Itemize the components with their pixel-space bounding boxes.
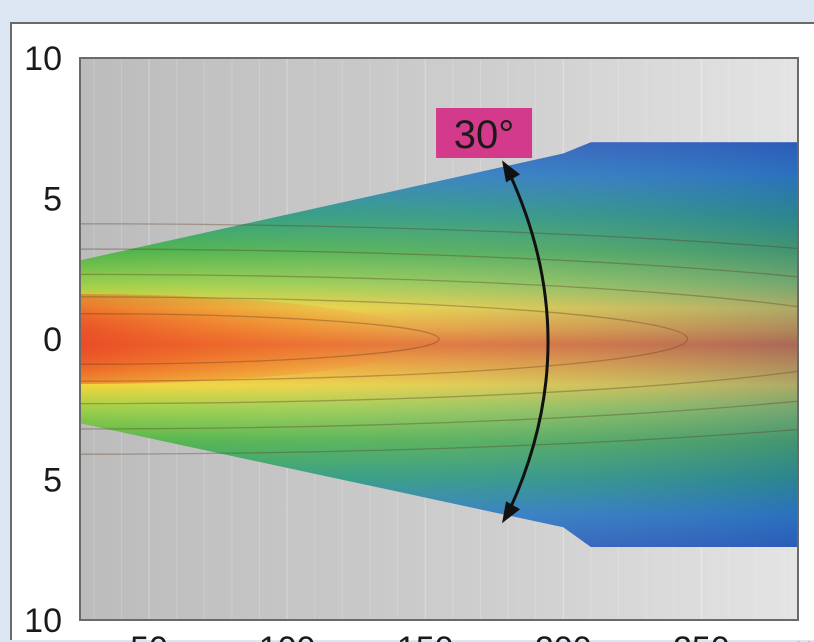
x-axis-ticks: 50 100 150 200 250 xyxy=(130,630,730,642)
x-tick-label: 250 xyxy=(673,630,730,642)
x-tick-label: 50 xyxy=(130,630,168,642)
angle-arc xyxy=(506,169,550,514)
plot-border xyxy=(79,57,799,621)
y-tick-label: 0 xyxy=(43,321,62,359)
y-tick-label: 5 xyxy=(43,462,62,500)
contour-line xyxy=(80,313,440,365)
arc-arrowhead-bottom xyxy=(502,501,521,524)
angle-badge xyxy=(436,108,533,158)
beam-far-field-fade xyxy=(80,142,798,547)
y-tick-label: 10 xyxy=(24,602,62,640)
x-tick-label: 150 xyxy=(397,630,454,642)
y-tick-label: 10 xyxy=(24,40,62,78)
y-tick-label: 5 xyxy=(43,181,62,219)
arc-arrowhead-top xyxy=(502,160,521,183)
contour-lines xyxy=(80,223,798,455)
contour-line xyxy=(80,296,689,382)
angle-label: 30° xyxy=(454,113,515,157)
x-axis-unit-label: m xyxy=(788,630,814,642)
x-tick-label: 200 xyxy=(535,630,592,642)
x-tick-label: 100 xyxy=(259,630,316,642)
beam-core-hotspot xyxy=(80,294,426,384)
y-axis-ticks: 10 5 0 5 10 xyxy=(24,40,62,640)
